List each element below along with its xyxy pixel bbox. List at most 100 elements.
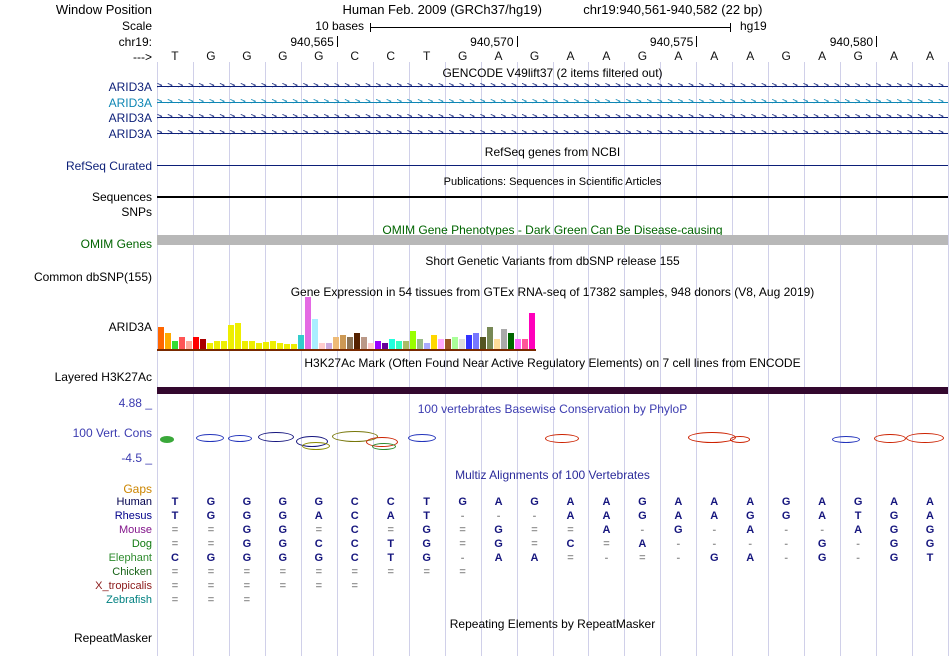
multiz-cell: - bbox=[604, 552, 609, 564]
snps-label[interactable]: SNPs bbox=[121, 205, 152, 219]
gencode-transcript-row[interactable]: >>>>>>>>>>>>>>>>>>>>>>>>>>>>>>>>>>>>>>>>… bbox=[157, 81, 948, 91]
gtex-tissue-bar[interactable] bbox=[172, 341, 178, 349]
multiz-species-label[interactable]: Chicken bbox=[112, 566, 152, 578]
gtex-gene-label[interactable]: ARID3A bbox=[108, 320, 152, 334]
gtex-tissue-bar[interactable] bbox=[452, 337, 458, 349]
gtex-tissue-bar[interactable] bbox=[207, 343, 213, 349]
multiz-cell: = bbox=[207, 566, 215, 578]
gtex-tissue-bar[interactable] bbox=[473, 333, 479, 349]
gtex-tissue-bar[interactable] bbox=[221, 341, 227, 349]
gtex-tissue-bar[interactable] bbox=[326, 343, 332, 349]
gtex-tissue-bar[interactable] bbox=[298, 335, 304, 349]
multiz-species-label[interactable]: Human bbox=[116, 496, 152, 508]
gtex-tissue-bar[interactable] bbox=[396, 341, 402, 349]
gencode-gene-label[interactable]: ARID3A bbox=[108, 80, 152, 94]
gtex-tissue-bar[interactable] bbox=[214, 341, 220, 349]
omim-gene-bar[interactable] bbox=[157, 235, 948, 245]
gtex-tissue-bar[interactable] bbox=[284, 344, 290, 349]
gtex-tissue-bar[interactable] bbox=[445, 339, 451, 349]
gtex-tissue-bar[interactable] bbox=[347, 337, 353, 349]
multiz-species-label[interactable]: Rhesus bbox=[114, 510, 152, 522]
multiz-cell: A bbox=[746, 524, 755, 536]
multiz-species-label[interactable]: Zebrafish bbox=[106, 594, 152, 606]
gencode-gene-label[interactable]: ARID3A bbox=[108, 111, 152, 125]
gencode-gene-label[interactable]: ARID3A bbox=[108, 127, 152, 141]
gtex-tissue-bar[interactable] bbox=[529, 313, 535, 349]
gtex-tissue-bar[interactable] bbox=[368, 343, 374, 349]
gencode-transcript-row[interactable]: >>>>>>>>>>>>>>>>>>>>>>>>>>>>>>>>>>>>>>>>… bbox=[157, 97, 948, 107]
gtex-tissue-bar[interactable] bbox=[417, 339, 423, 349]
multiz-cell: G bbox=[853, 496, 863, 508]
multiz-species-label[interactable]: Elephant bbox=[108, 552, 152, 564]
gtex-tissue-bar[interactable] bbox=[403, 341, 409, 349]
gtex-tissue-bar[interactable] bbox=[410, 331, 416, 349]
multiz-cell: - bbox=[820, 524, 824, 536]
gtex-tissue-bar[interactable] bbox=[354, 333, 360, 349]
multiz-cell: C bbox=[566, 538, 575, 550]
gtex-tissue-bar[interactable] bbox=[312, 319, 318, 349]
publications-item-line[interactable] bbox=[157, 196, 948, 198]
gencode-gene-label[interactable]: ARID3A bbox=[108, 96, 152, 110]
gtex-tissue-bar[interactable] bbox=[466, 335, 472, 349]
gtex-tissue-bar[interactable] bbox=[179, 337, 185, 349]
multiz-cell: A bbox=[314, 510, 323, 522]
gencode-transcript-row[interactable]: >>>>>>>>>>>>>>>>>>>>>>>>>>>>>>>>>>>>>>>>… bbox=[157, 128, 948, 138]
sequences-label[interactable]: Sequences bbox=[91, 190, 152, 204]
gtex-tissue-bar[interactable] bbox=[508, 333, 514, 349]
gtex-tissue-bar[interactable] bbox=[431, 335, 437, 349]
refseq-curated-label[interactable]: RefSeq Curated bbox=[65, 159, 152, 173]
multiz-cell: G bbox=[494, 524, 503, 536]
gtex-tissue-bar[interactable] bbox=[256, 343, 262, 349]
gtex-tissue-bar[interactable] bbox=[438, 339, 444, 349]
gtex-tissue-bar[interactable] bbox=[501, 329, 507, 349]
h3k27ac-label[interactable]: Layered H3K27Ac bbox=[54, 370, 152, 384]
repeatmasker-label[interactable]: RepeatMasker bbox=[73, 631, 152, 645]
gtex-tissue-bar[interactable] bbox=[263, 342, 269, 349]
gtex-tissue-bar[interactable] bbox=[200, 339, 206, 349]
multiz-cell: G bbox=[314, 552, 324, 564]
gtex-tissue-bar[interactable] bbox=[340, 335, 346, 349]
gtex-tissue-bar[interactable] bbox=[382, 343, 388, 349]
phylop-track-label[interactable]: 100 Vert. Cons bbox=[72, 426, 152, 440]
gtex-tissue-bar[interactable] bbox=[480, 337, 486, 349]
multiz-cell: - bbox=[676, 552, 681, 564]
multiz-cell: A bbox=[674, 510, 683, 522]
gtex-tissue-bar[interactable] bbox=[270, 341, 276, 349]
multiz-species-label[interactable]: Dog bbox=[131, 538, 152, 550]
omim-genes-label[interactable]: OMIM Genes bbox=[80, 237, 152, 251]
gtex-tissue-bar[interactable] bbox=[515, 339, 521, 349]
gtex-tissue-bar[interactable] bbox=[193, 337, 199, 349]
gtex-tissue-bar[interactable] bbox=[228, 325, 234, 349]
multiz-species-label[interactable]: Mouse bbox=[118, 524, 152, 536]
multiz-gaps-label[interactable]: Gaps bbox=[123, 482, 152, 496]
multiz-cell: G bbox=[206, 496, 216, 508]
gtex-tissue-bar[interactable] bbox=[375, 341, 381, 349]
gtex-tissue-bar[interactable] bbox=[333, 337, 339, 349]
multiz-species-label[interactable]: X_tropicalis bbox=[95, 580, 152, 592]
gtex-tissue-bar[interactable] bbox=[459, 339, 465, 349]
gtex-tissue-bar[interactable] bbox=[165, 333, 171, 349]
gridline bbox=[876, 62, 878, 656]
gtex-tissue-bar[interactable] bbox=[389, 339, 395, 349]
gtex-tissue-bar[interactable] bbox=[361, 337, 367, 349]
gtex-tissue-bar[interactable] bbox=[242, 341, 248, 349]
gtex-tissue-bar[interactable] bbox=[158, 327, 164, 349]
gtex-tissue-bar[interactable] bbox=[522, 339, 528, 349]
gencode-transcript-row[interactable]: >>>>>>>>>>>>>>>>>>>>>>>>>>>>>>>>>>>>>>>>… bbox=[157, 112, 948, 122]
gtex-tissue-bar[interactable] bbox=[494, 339, 500, 349]
phylop-arc bbox=[408, 434, 436, 442]
gtex-tissue-bar[interactable] bbox=[319, 343, 325, 349]
gtex-tissue-bar[interactable] bbox=[487, 327, 493, 349]
gtex-tissue-bar[interactable] bbox=[235, 323, 241, 349]
gtex-tissue-bar[interactable] bbox=[249, 341, 255, 349]
gtex-tissue-bar[interactable] bbox=[277, 343, 283, 349]
gtex-tissue-bar[interactable] bbox=[305, 297, 311, 349]
refseq-gene-line[interactable] bbox=[157, 165, 948, 166]
scale-ruler bbox=[370, 27, 730, 28]
multiz-cell: - bbox=[712, 524, 717, 536]
gtex-tissue-bar[interactable] bbox=[186, 341, 192, 349]
gtex-tissue-bar[interactable] bbox=[424, 343, 430, 349]
gtex-tissue-bar[interactable] bbox=[291, 344, 297, 349]
dbsnp-label[interactable]: Common dbSNP(155) bbox=[33, 270, 152, 284]
h3k27ac-signal-bar[interactable] bbox=[157, 387, 948, 394]
